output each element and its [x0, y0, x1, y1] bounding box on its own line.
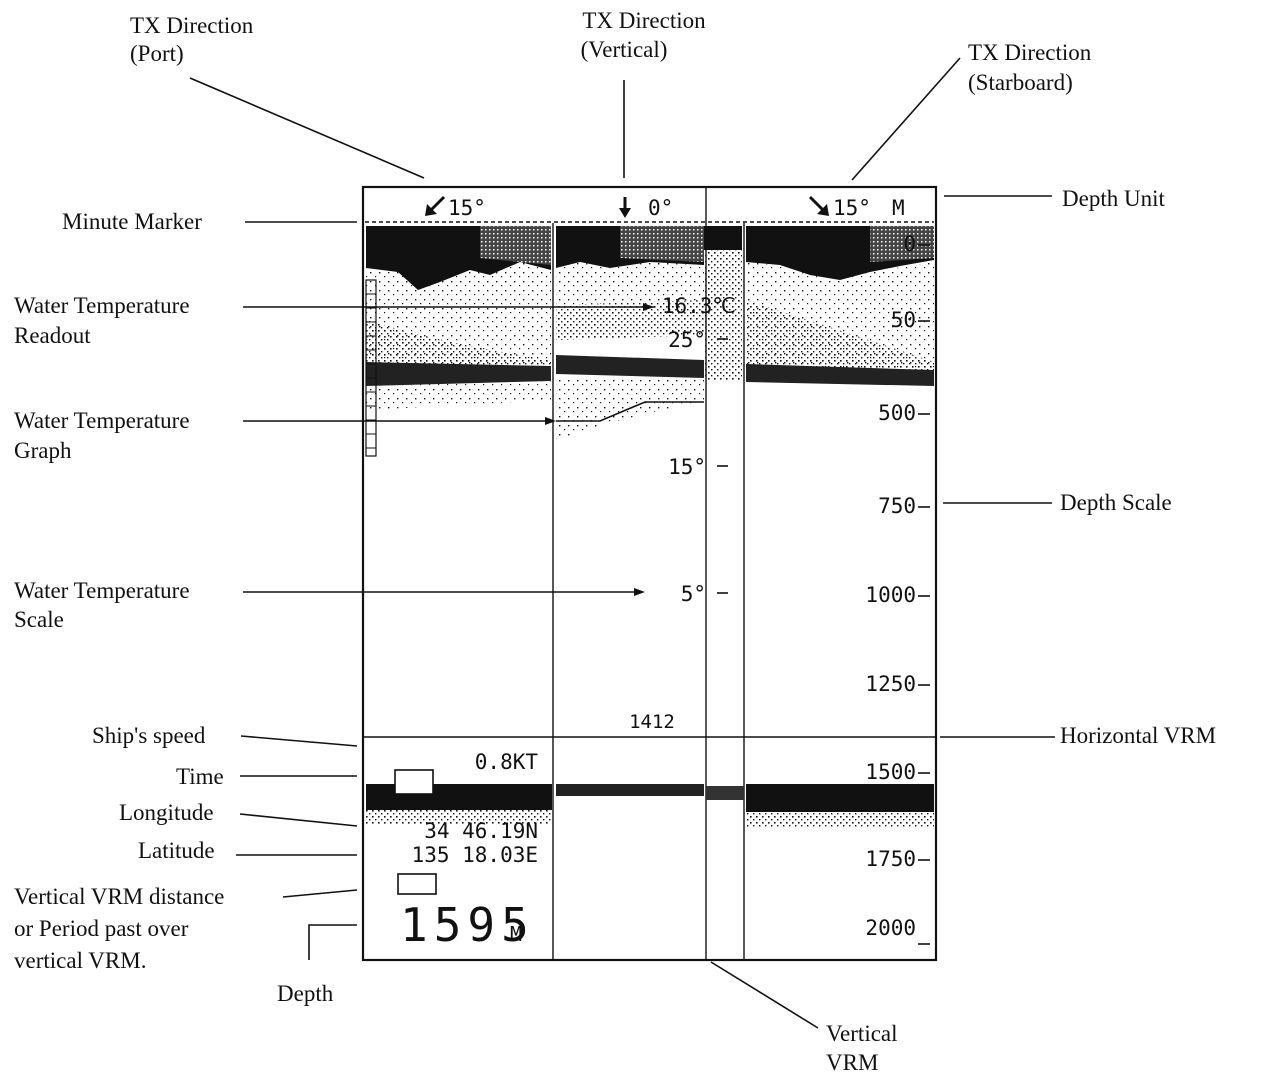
depth-scale-label: 500	[878, 401, 916, 425]
depth-scale-label: 1500	[865, 760, 916, 784]
callout-water-temp-readout: Water Temperature	[14, 293, 190, 318]
tx-port-readout: 15°	[448, 196, 486, 220]
callout-longitude: Longitude	[119, 800, 214, 825]
leader-lines	[189, 57, 1055, 1029]
display-frame	[361, 185, 938, 962]
callout-tx-vertical: TX Direction	[582, 8, 706, 33]
callout-minute-marker: Minute Marker	[62, 209, 202, 234]
vertical-vrm-distance-box	[397, 873, 437, 895]
depth-unit-readout: M	[892, 196, 905, 220]
tx-starboard-readout: 15°	[833, 196, 871, 220]
callout-tx-starboard: TX Direction	[968, 40, 1092, 65]
tx-vertical-readout: 0°	[648, 196, 673, 220]
callout-tx-port: TX Direction	[130, 13, 254, 38]
minute-marker-ticks	[365, 279, 377, 457]
vrm-depth-label: 1412	[629, 711, 675, 733]
sea-bottom-band	[366, 784, 934, 828]
callout-water-temp-scale: Water Temperature	[14, 578, 190, 603]
temp-scale-label: 5°	[681, 582, 706, 606]
temp-scale-labels: 25° 15° 5°	[668, 328, 706, 606]
tx-port-arrow-icon	[425, 195, 446, 216]
callout-tx-starboard: (Starboard)	[968, 70, 1073, 95]
depth-scale-labels: 0 50 500 750 1000 1250 1500 1750 2000	[865, 232, 916, 940]
callout-vertical-vrm-distance: Vertical VRM distance	[14, 884, 224, 909]
callout-labels: TX Direction (Port) TX Direction (Vertic…	[14, 8, 1216, 1074]
depth-scale-label: 1000	[865, 583, 916, 607]
vertical-echo-returns	[556, 226, 742, 440]
callout-tx-vertical: (Vertical)	[581, 37, 668, 62]
callout-vertical-vrm: Vertical	[826, 1021, 898, 1046]
callout-vertical-vrm: VRM	[826, 1050, 878, 1074]
depth-scale-label: 0	[903, 232, 916, 256]
readout-arrowhead	[643, 303, 654, 311]
callout-latitude: Latitude	[138, 838, 215, 863]
tx-starboard-arrow-icon	[808, 195, 829, 216]
latitude-readout: 34 46.19N	[424, 819, 538, 843]
callout-time: Time	[176, 764, 224, 789]
graph-arrowhead	[545, 417, 556, 425]
ship-speed-readout: 0.8KT	[475, 750, 539, 774]
depth-scale-label: 750	[878, 494, 916, 518]
depth-scale-label: 2000	[865, 916, 916, 940]
depth-scale-ticks	[918, 244, 930, 945]
screen-readouts: 15° 0° 15° M 0 50 500 750 1000 1250 1500…	[400, 196, 930, 952]
depth-scale-label: 50	[891, 308, 916, 332]
callout-water-temp-graph: Graph	[14, 438, 72, 463]
longitude-readout: 135 18.03E	[412, 843, 538, 867]
port-echo-returns	[366, 226, 551, 410]
echogram-display	[361, 185, 938, 962]
callout-vertical-vrm-distance: vertical VRM.	[14, 948, 146, 973]
temp-scale-ticks	[717, 338, 728, 594]
water-temperature-graph-line	[556, 401, 704, 422]
starboard-echo-returns	[746, 226, 934, 386]
callout-tx-port: (Port)	[130, 41, 184, 66]
callout-water-temp-readout: Readout	[14, 323, 91, 348]
callout-depth-unit: Depth Unit	[1062, 186, 1165, 211]
depth-scale-label: 1750	[865, 847, 916, 871]
callout-water-temp-graph: Water Temperature	[14, 408, 190, 433]
callout-water-temp-scale: Scale	[14, 607, 64, 632]
time-box	[394, 769, 434, 795]
scale-arrowhead	[634, 588, 645, 596]
callout-depth: Depth	[277, 981, 334, 1006]
depth-readout: 1595	[400, 898, 535, 952]
callout-horizontal-vrm: Horizontal VRM	[1060, 723, 1216, 748]
depth-scale-label: 1250	[865, 672, 916, 696]
depth-readout-unit: M	[510, 922, 522, 946]
water-temperature-value: 16.3℃	[662, 294, 736, 318]
callout-ships-speed: Ship's speed	[92, 723, 206, 748]
callout-vertical-vrm-distance: or Period past over	[14, 916, 189, 941]
tx-vertical-arrow-icon	[619, 197, 631, 218]
temp-scale-label: 15°	[668, 455, 706, 479]
callout-depth-scale: Depth Scale	[1060, 490, 1172, 515]
temp-scale-label: 25°	[668, 328, 706, 352]
